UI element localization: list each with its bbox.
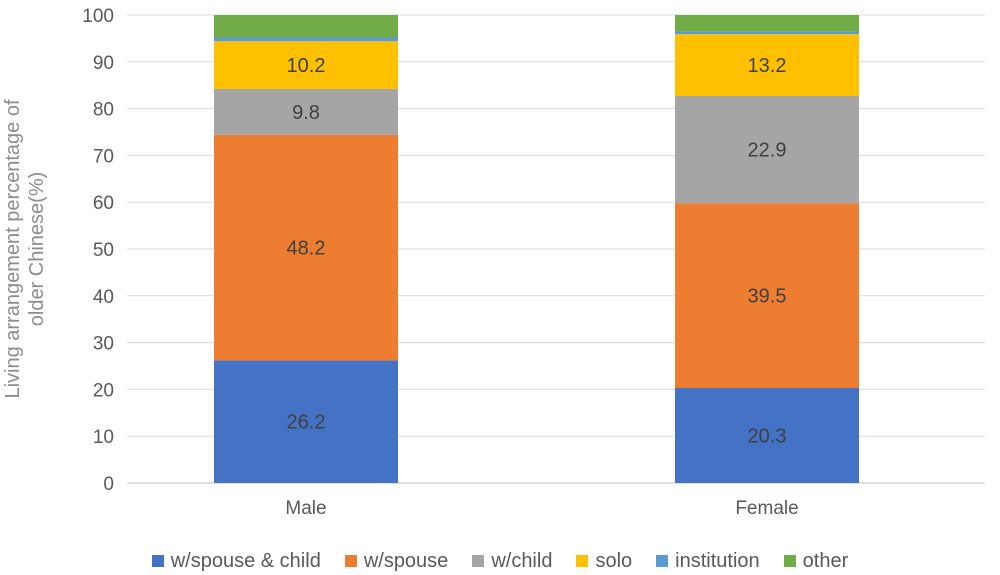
- y-tick-label: 30: [93, 334, 114, 355]
- bar-segment: [214, 88, 398, 135]
- legend-item: w/spouse & child: [151, 549, 321, 573]
- bar-segment: [675, 15, 859, 32]
- y-tick-label: 50: [93, 240, 114, 261]
- y-tick-label: 100: [82, 6, 114, 27]
- legend-swatch: [576, 555, 589, 567]
- bar-segment: [214, 37, 398, 42]
- x-category-label: Female: [735, 498, 798, 519]
- legend-swatch: [344, 555, 357, 567]
- bar-segment: [675, 31, 859, 35]
- bar-segment: [214, 360, 398, 483]
- legend-swatch: [472, 555, 485, 567]
- data-label: 9.8: [292, 102, 320, 124]
- legend-label: w/spouse: [363, 549, 449, 572]
- bar-segment: [675, 203, 859, 388]
- bar-segment: [214, 15, 398, 38]
- y-tick-label: 80: [93, 100, 114, 121]
- legend-label: w/child: [491, 549, 553, 572]
- data-label: 20.3: [748, 425, 787, 447]
- legend-swatch: [656, 555, 669, 567]
- legend-item: w/spouse: [344, 549, 449, 573]
- chart-legend: w/spouse & child w/spouse w/child solo insti…: [0, 547, 1000, 575]
- legend-item: solo: [576, 550, 632, 573]
- bar-segment: [214, 134, 398, 361]
- legend-swatch: [783, 555, 796, 567]
- legend-label: solo: [595, 549, 633, 572]
- y-tick-label: 20: [93, 380, 114, 401]
- y-axis-title-line: Living arrangement percentage of: [2, 99, 24, 399]
- y-tick-label: 70: [93, 146, 114, 167]
- data-label: 39.5: [748, 286, 787, 308]
- legend-swatch: [151, 555, 164, 567]
- bar-segment: [675, 95, 859, 204]
- x-category-label: Male: [285, 498, 326, 519]
- legend-label: institution: [675, 549, 760, 572]
- y-tick-label: 10: [93, 427, 114, 448]
- data-label: 26.2: [287, 412, 326, 434]
- data-label: 10.2: [287, 55, 326, 77]
- y-axis-title-line: older Chinese(%): [26, 172, 48, 327]
- y-tick-label: 40: [93, 287, 114, 308]
- bar-segment: [214, 41, 398, 89]
- y-axis-title: Living arrangement percentage of older Ch…: [2, 99, 48, 399]
- y-tick-label: 90: [93, 53, 114, 74]
- legend-item: w/child: [472, 550, 552, 573]
- bar-segment: [675, 34, 859, 96]
- legend-label: w/spouse & child: [170, 549, 321, 572]
- legend-item: institution: [656, 550, 760, 573]
- data-label: 13.2: [748, 55, 787, 77]
- y-tick-label: 0: [103, 474, 114, 495]
- legend-item: other: [783, 549, 849, 573]
- legend-label: other: [802, 549, 849, 572]
- bar-segment: [675, 387, 859, 483]
- data-label: 22.9: [748, 140, 787, 162]
- y-tick-label: 60: [93, 193, 114, 214]
- data-label: 48.2: [287, 238, 326, 260]
- chart-plot: 0 10 20 30 40 50 60 70 80 90 100 26.2 48.2 9.8 10.2 Mal…: [2, 6, 985, 519]
